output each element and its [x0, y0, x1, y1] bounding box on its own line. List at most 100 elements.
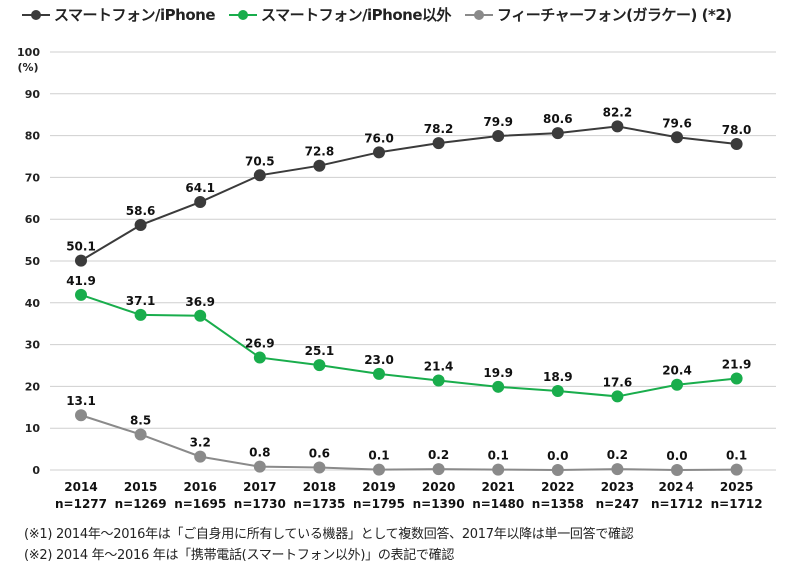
- y-tick-label: 90: [25, 88, 41, 101]
- x-sample-size: n=1358: [532, 497, 584, 511]
- data-point: [194, 309, 207, 322]
- data-label: 0.1: [726, 449, 747, 463]
- y-axis-unit: (%): [17, 61, 38, 74]
- x-tick-label: 2018: [303, 480, 336, 494]
- data-label: 0.8: [249, 446, 270, 460]
- data-label: 26.9: [245, 337, 275, 351]
- y-tick-label: 50: [25, 255, 41, 268]
- data-point: [432, 463, 445, 476]
- x-tick-label: 2015: [124, 480, 157, 494]
- data-label: 64.1: [185, 181, 215, 195]
- legend-label: スマートフォン/iPhone以外: [261, 6, 452, 24]
- data-point: [134, 428, 147, 441]
- x-sample-size: n=1480: [472, 497, 524, 511]
- footnotes: (※1) 2014年～2016年は「ご自身用に所有している機器」として複数回答、…: [24, 524, 634, 566]
- data-label: 0.0: [666, 449, 687, 463]
- data-label: 18.9: [543, 370, 573, 384]
- legend-label: フィーチャーフォン(ガラケー) (*2): [497, 6, 732, 24]
- data-point: [432, 374, 445, 387]
- x-tick-label: 2021: [481, 480, 514, 494]
- legend-item: フィーチャーフォン(ガラケー) (*2): [465, 4, 732, 25]
- data-point: [730, 372, 743, 385]
- data-point: [194, 450, 207, 463]
- data-point: [134, 308, 147, 321]
- data-point: [432, 137, 445, 150]
- data-label: 25.1: [305, 344, 335, 358]
- legend-marker-icon: [229, 9, 258, 20]
- data-label: 21.9: [722, 357, 752, 371]
- data-label: 82.2: [603, 105, 633, 119]
- data-label: 19.9: [483, 366, 513, 380]
- data-label: 78.0: [722, 123, 752, 137]
- legend-item: スマートフォン/iPhone以外: [229, 4, 452, 25]
- x-sample-size: n=1277: [55, 497, 107, 511]
- data-label: 36.9: [185, 295, 215, 309]
- data-label: 23.0: [364, 353, 394, 367]
- data-label: 80.6: [543, 112, 573, 126]
- data-point: [492, 130, 505, 143]
- data-point: [313, 461, 326, 474]
- data-point: [671, 131, 683, 144]
- data-point: [551, 127, 564, 140]
- data-label: 78.2: [424, 122, 454, 136]
- y-tick-label: 100: [17, 46, 40, 59]
- series-line-3: [80, 414, 737, 472]
- x-sample-size: n=1735: [293, 497, 345, 511]
- data-point: [75, 288, 87, 301]
- x-sample-size: n=1712: [711, 497, 763, 511]
- data-point: [492, 463, 505, 476]
- data-label: 0.0: [547, 449, 568, 463]
- series-line-1: [80, 125, 737, 262]
- y-tick-label: 80: [25, 130, 41, 143]
- data-point: [611, 120, 624, 133]
- data-point: [194, 196, 207, 209]
- data-point: [492, 380, 505, 393]
- data-label: 58.6: [126, 204, 156, 218]
- x-sample-size: n=1795: [353, 497, 405, 511]
- x-tick-label: 202４: [658, 480, 695, 494]
- y-tick-label: 30: [25, 339, 41, 352]
- data-point: [730, 463, 743, 476]
- data-label: 0.1: [488, 449, 509, 463]
- legend-marker-icon: [22, 9, 50, 20]
- data-label: 0.2: [607, 448, 628, 462]
- x-tick-label: 2019: [362, 480, 395, 494]
- legend-label: スマートフォン/iPhone: [54, 6, 216, 24]
- data-point: [253, 351, 266, 364]
- data-point: [551, 384, 564, 397]
- data-point: [611, 390, 624, 403]
- data-label: 8.5: [130, 413, 151, 427]
- data-point: [551, 464, 564, 476]
- data-label: 76.0: [364, 131, 394, 145]
- y-tick-label: 0: [32, 464, 40, 477]
- series-line-2: [80, 293, 737, 398]
- x-sample-size: n=1695: [174, 497, 226, 511]
- data-label: 50.1: [66, 240, 96, 254]
- data-label: 0.2: [428, 448, 449, 462]
- x-tick-label: 2025: [720, 480, 753, 494]
- data-point: [611, 463, 624, 476]
- data-point: [253, 169, 266, 182]
- x-sample-size: n=1269: [115, 497, 167, 511]
- x-tick-label: 2017: [243, 480, 276, 494]
- x-sample-size: n=247: [596, 497, 640, 511]
- data-point: [313, 359, 326, 372]
- x-sample-size: n=1730: [234, 497, 286, 511]
- data-label: 72.8: [305, 145, 335, 159]
- data-label: 41.9: [66, 274, 96, 288]
- y-tick-label: 70: [25, 171, 41, 184]
- data-label: 20.4: [662, 364, 692, 378]
- data-label: 79.6: [662, 116, 692, 130]
- footnote-2: (※2) 2014 年～2016 年は「携帯電話(スマートフォン以外)」の表記で…: [24, 548, 455, 563]
- data-point: [730, 137, 743, 150]
- data-label: 3.2: [190, 436, 211, 450]
- x-tick-label: 2016: [183, 480, 216, 494]
- data-point: [134, 219, 147, 232]
- y-tick-label: 10: [25, 422, 41, 435]
- y-tick-label: 60: [25, 213, 41, 226]
- x-sample-size: n=1712: [651, 497, 703, 511]
- data-point: [373, 146, 385, 159]
- data-label: 17.6: [603, 375, 633, 389]
- data-point: [671, 378, 683, 391]
